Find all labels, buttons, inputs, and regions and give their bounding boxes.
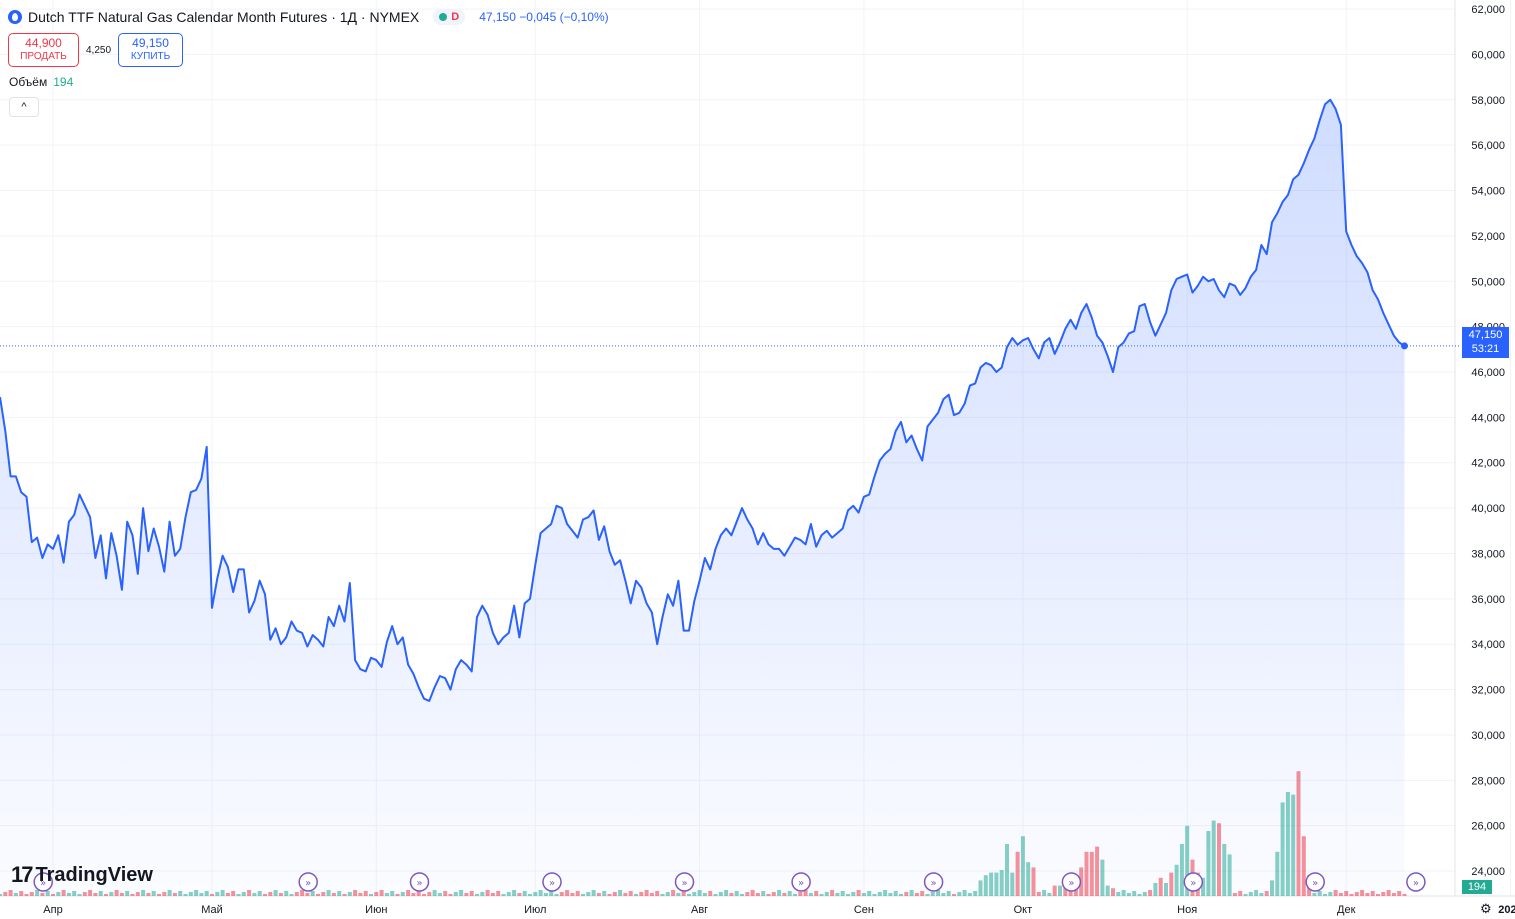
event-arrow-icon: » (40, 878, 46, 889)
price-change: 47,150 −0,045 (−0,10%) (479, 10, 609, 24)
x-tick-label: Авг (691, 904, 708, 916)
event-marker-icon (298, 872, 318, 892)
trade-panel: 44,900 ПРОДАТЬ 4,250 49,150 КУПИТЬ (8, 33, 184, 67)
event-arrow-icon: » (305, 878, 311, 889)
x-tick-label: Июл (524, 904, 546, 916)
event-arrow-icon: » (1312, 878, 1318, 889)
event-marker-icon (674, 872, 695, 892)
buy-label: КУПИТЬ (130, 51, 171, 62)
chart-header: Dutch TTF Natural Gas Calendar Month Fut… (8, 6, 609, 28)
event-marker-icon (33, 872, 53, 892)
last-price-tag: 47,150 53:21 (1462, 327, 1509, 358)
event-marker-icon (1183, 872, 1204, 892)
status-letter: D (451, 11, 460, 23)
event-marker-icon (1061, 872, 1082, 892)
logo-text: TradingView (35, 863, 153, 886)
price-line (0, 98, 1406, 702)
market-open-icon (439, 13, 448, 21)
market-status[interactable]: D (433, 9, 466, 25)
settings-gear-icon[interactable]: ⚙ (1480, 901, 1492, 916)
y-tick-label: 50,000 (1471, 276, 1505, 288)
y-tick-label: 34,000 (1471, 639, 1505, 651)
y-tick-label: 54,000 (1471, 186, 1505, 198)
x-tick-label: Дек (1337, 904, 1356, 916)
y-tick-label: 46,000 (1471, 367, 1505, 379)
y-tick-label: 40,000 (1471, 503, 1505, 515)
x-tick-label: Май (201, 904, 223, 916)
event-marker-icon (923, 872, 944, 892)
y-tick-label: 26,000 (1471, 821, 1505, 833)
y-axis: 24,000 26,000 28,000 30,000 32,000 34,000 36,0… (1471, 4, 1505, 878)
tradingview-logo[interactable]: 17 TradingView (11, 862, 153, 888)
sell-button[interactable]: 44,900 ПРОДАТЬ (8, 33, 79, 67)
tv-logo-icon: 17 (11, 862, 34, 887)
sell-price: 44,900 (25, 36, 62, 50)
x-tick-label: Ноя (1177, 904, 1197, 916)
event-marker-icon (409, 872, 430, 892)
buy-price: 49,150 (132, 36, 169, 50)
y-tick-label: 36,000 (1471, 594, 1505, 606)
x-tick-label: 2025 (1498, 904, 1515, 916)
volume-legend[interactable]: Объём 194 (9, 75, 73, 89)
y-tick-label: 28,000 (1471, 775, 1505, 787)
y-tick-label: 24,000 (1471, 866, 1505, 878)
price-area (0, 99, 1405, 897)
volume-label: Объём (9, 75, 48, 89)
y-tick-label: 38,000 (1471, 548, 1505, 560)
sell-label: ПРОДАТЬ (20, 51, 67, 62)
event-arrow-icon: » (416, 878, 422, 889)
bar-countdown: 53:21 (1471, 343, 1500, 355)
last-price-dot (1401, 342, 1408, 350)
y-tick-label: 56,000 (1471, 140, 1505, 152)
y-tick-label: 44,000 (1471, 412, 1505, 424)
x-tick-label: Июн (365, 904, 387, 916)
y-tick-label: 42,000 (1471, 458, 1505, 470)
y-tick-label: 58,000 (1471, 95, 1505, 107)
spread-value: 4,250 (86, 44, 112, 56)
x-axis: АпрМайИюнИюлАвгСенОктНояДек2025ФевМар (43, 904, 1515, 916)
event-arrow-icon: » (931, 878, 937, 889)
event-arrow-icon: » (549, 878, 555, 889)
y-tick-label: 30,000 (1471, 730, 1505, 742)
volume-tag: 194 (1462, 880, 1492, 894)
x-tick-label: Сен (854, 904, 874, 916)
y-tick-label: 62,000 (1471, 4, 1505, 16)
event-arrow-icon: » (798, 878, 804, 889)
collapse-button[interactable]: ^ (9, 97, 39, 117)
event-marker-icon (791, 872, 811, 892)
last-price: 47,150 (1468, 329, 1503, 341)
y-tick-label: 32,000 (1471, 685, 1505, 697)
x-tick-label: Апр (43, 904, 62, 916)
event-marker-icon (542, 872, 562, 892)
symbol-icon (8, 10, 22, 24)
chevron-up-icon: ^ (21, 101, 27, 113)
y-tick-label: 60,000 (1471, 49, 1505, 61)
event-marker-icon (1305, 872, 1325, 892)
x-tick-label: Окт (1014, 904, 1033, 916)
event-arrow-icon: » (1068, 878, 1074, 889)
dividend-markers: » » » » » » » » » » » (33, 872, 1426, 892)
event-marker-icon (1406, 872, 1426, 892)
event-arrow-icon: » (681, 878, 687, 889)
event-arrow-icon: » (1413, 878, 1419, 889)
event-arrow-icon: » (1190, 878, 1196, 889)
y-tick-label: 52,000 (1471, 231, 1505, 243)
buy-button[interactable]: 49,150 КУПИТЬ (118, 33, 184, 67)
volume-value: 194 (53, 75, 74, 89)
symbol-title[interactable]: Dutch TTF Natural Gas Calendar Month Fut… (28, 9, 420, 25)
